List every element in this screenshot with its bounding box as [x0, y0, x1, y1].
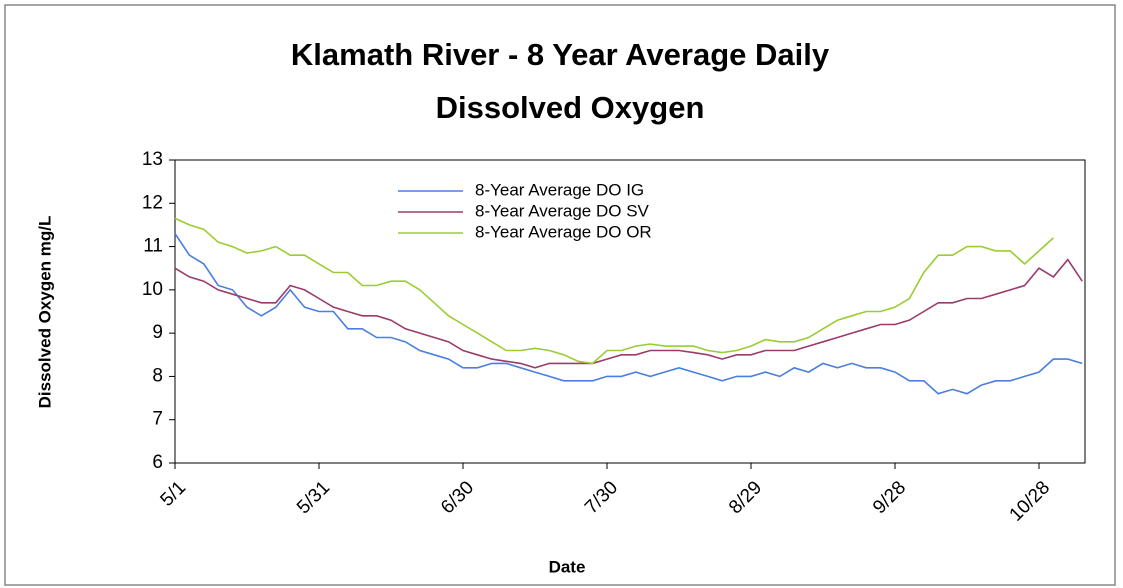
- chart-border: [4, 4, 1116, 586]
- legend-label: 8-Year Average DO SV: [475, 201, 650, 220]
- x-axis-label: Date: [549, 557, 586, 576]
- legend-label: 8-Year Average DO IG: [475, 180, 644, 199]
- data-line: [174, 258, 1083, 369]
- y-tick-label: 12: [142, 192, 163, 213]
- data-line: [174, 217, 1054, 365]
- y-tick-label: 10: [142, 279, 163, 300]
- chart-title: Dissolved Oxygen: [436, 90, 705, 125]
- y-tick-label: 11: [143, 236, 163, 257]
- y-tick-label: 8: [152, 365, 163, 386]
- y-tick-label: 7: [152, 409, 163, 430]
- y-tick-label: 13: [142, 149, 163, 170]
- data-line: [174, 233, 1083, 395]
- y-axis-label: Dissolved Oxygen mg/L: [35, 216, 54, 409]
- chart-title: Klamath River - 8 Year Average Daily: [291, 37, 830, 72]
- legend-label: 8-Year Average DO OR: [475, 222, 652, 241]
- plot-frame: [174, 159, 1086, 464]
- y-tick-label: 6: [152, 452, 163, 473]
- y-tick-label: 9: [152, 322, 163, 343]
